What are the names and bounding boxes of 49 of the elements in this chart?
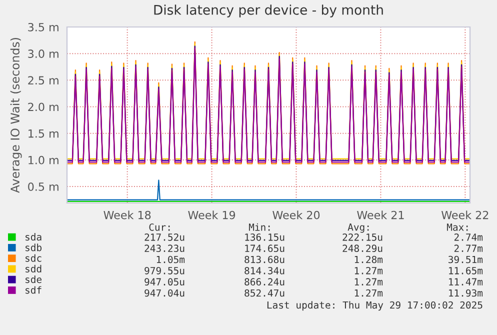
- legend-label: sde: [26, 276, 42, 284]
- text: 979.55u: [144, 266, 184, 274]
- y-tick-label: 3.0 m: [28, 50, 58, 58]
- text: Cur:: [149, 223, 170, 231]
- text: 39.51m: [448, 256, 483, 264]
- text: 866.24u: [244, 278, 284, 286]
- y-tick-label: 1.5 m: [28, 129, 58, 138]
- legend-label: sda: [26, 233, 42, 241]
- text: 11.93m: [449, 289, 483, 297]
- y-tick-label: 1.0 m: [28, 156, 58, 164]
- text: 813.68u: [244, 256, 284, 264]
- text: 1.27m: [354, 289, 383, 297]
- text: 174.65u: [245, 244, 284, 252]
- x-tick-label: Week 22: [441, 210, 488, 220]
- text: 1.05m: [156, 256, 185, 264]
- text: 852.47u: [244, 289, 284, 297]
- text: 136.15u: [245, 233, 284, 241]
- text: 248.29u: [342, 244, 382, 252]
- y-tick-label: 2.0 m: [28, 102, 58, 112]
- y-axis-title: Average IO Wait (seconds): [10, 38, 22, 193]
- text: Last update: Thu May 29 17:00:02 2025: [267, 301, 482, 311]
- text: 11.65m: [449, 266, 483, 274]
- text: 217.52u: [144, 233, 184, 241]
- text: 1.27m: [354, 266, 383, 274]
- x-tick-label: Week 18: [104, 210, 151, 220]
- legend-label: sdc: [26, 254, 42, 262]
- text: Max:: [446, 224, 468, 231]
- y-tick-label: 3.5 m: [28, 22, 58, 32]
- x-tick-label: Week 19: [188, 210, 236, 220]
- text: 1.28m: [354, 256, 383, 264]
- text: 2.74m: [454, 233, 483, 241]
- legend-label: sdd: [26, 264, 42, 272]
- text: 947.04u: [144, 289, 184, 297]
- text: Min:: [248, 223, 270, 231]
- text: 947.05u: [144, 278, 184, 286]
- y-tick-label: 0.5 m: [28, 182, 58, 191]
- x-tick-label: Week 21: [357, 210, 404, 220]
- text: 11.47m: [449, 278, 483, 286]
- text: 243.23u: [144, 244, 184, 252]
- chart-title: Disk latency per device - by month: [154, 4, 383, 18]
- legend-label: sdf: [26, 286, 42, 294]
- text: Avg:: [348, 224, 369, 233]
- x-tick-label: Week 20: [272, 210, 320, 220]
- text: 1.27m: [354, 278, 383, 286]
- text: 2.77m: [454, 244, 483, 252]
- y-tick-label: 2.5 m: [28, 76, 58, 85]
- text: 814.34u: [244, 266, 284, 274]
- text: 222.15u: [342, 233, 382, 241]
- legend-label: sdb: [26, 244, 42, 252]
